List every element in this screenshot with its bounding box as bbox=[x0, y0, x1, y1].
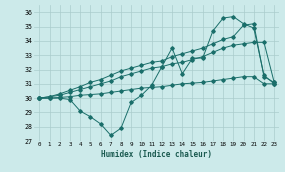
X-axis label: Humidex (Indice chaleur): Humidex (Indice chaleur) bbox=[101, 150, 212, 159]
